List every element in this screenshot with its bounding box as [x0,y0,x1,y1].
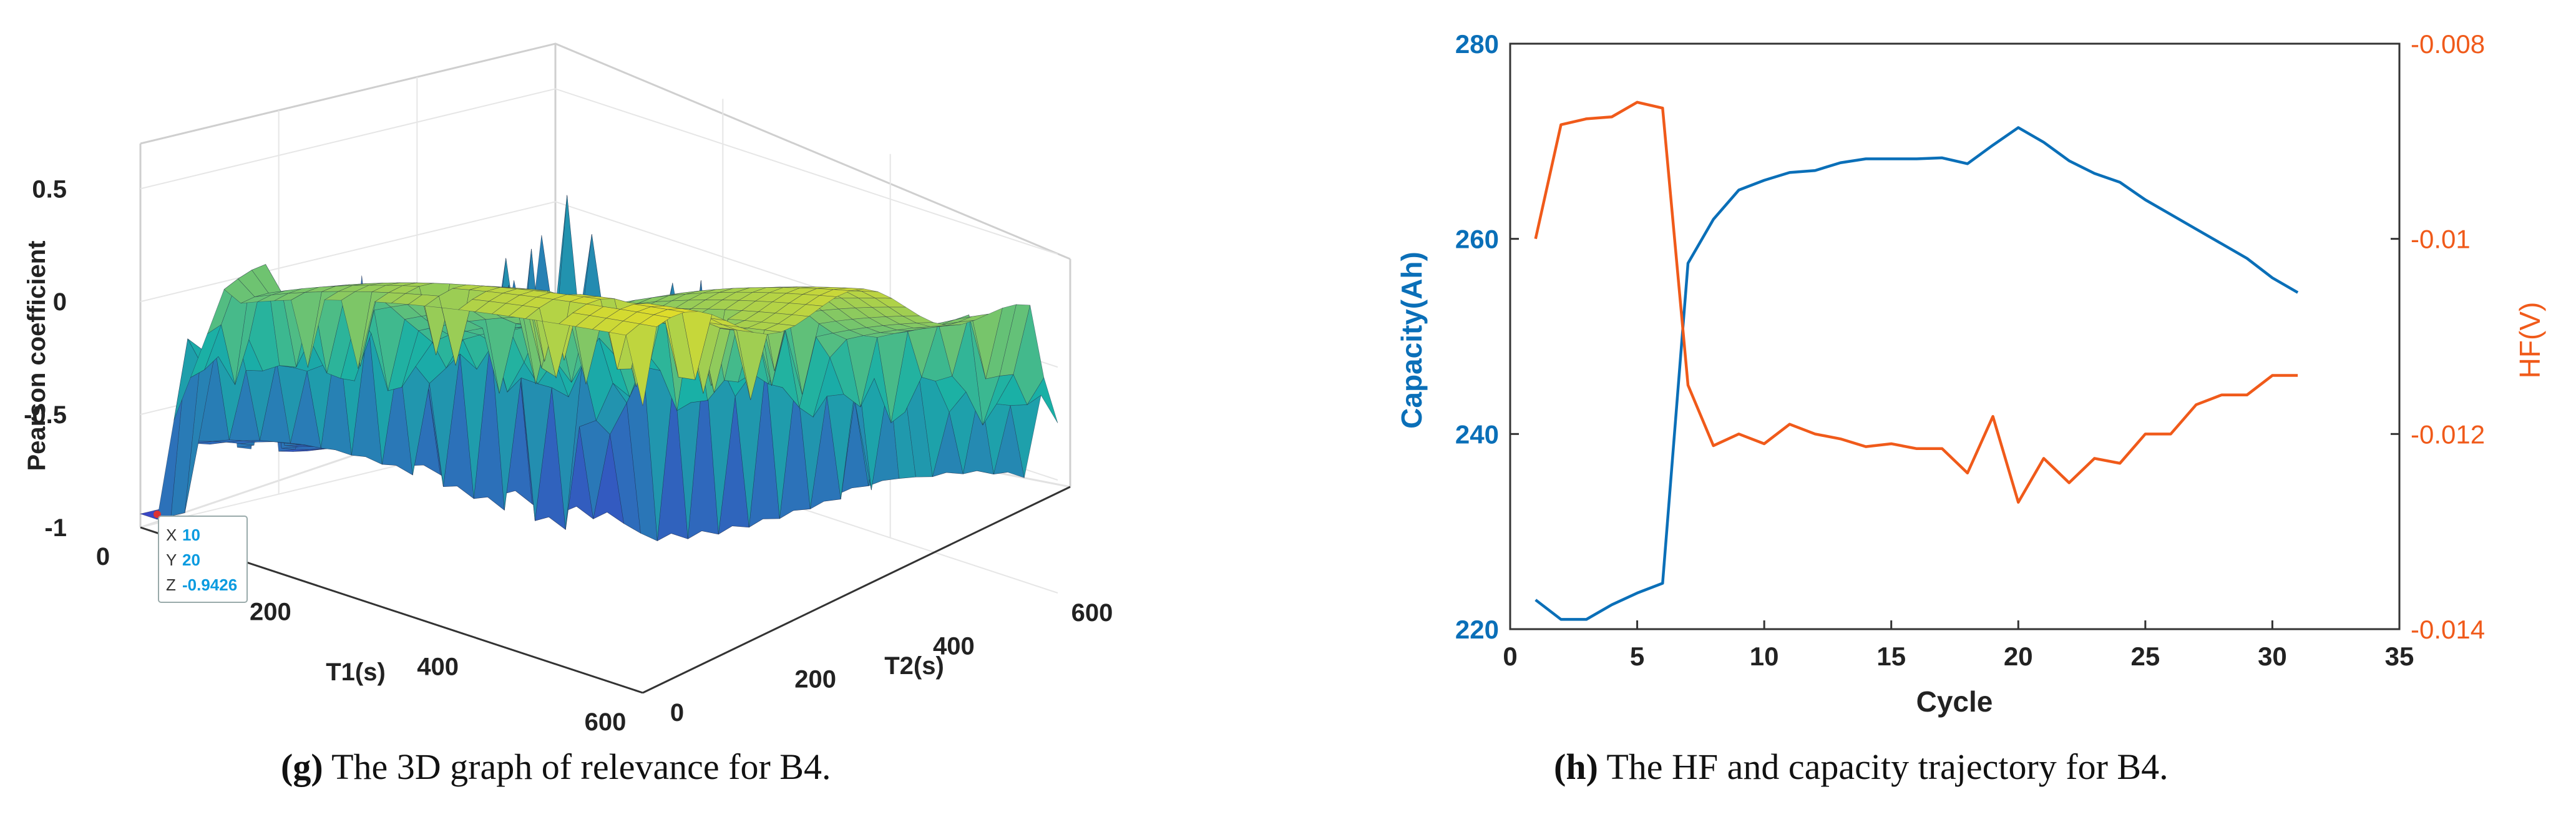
x-tick-label: 10 [1750,642,1779,671]
tick-labels: -1 -0.5 0 0.5 0 200 400 600 0 200 400 600 [24,175,1113,736]
caption-g-text: The 3D graph of relevance for B4. [323,746,831,787]
y-tick-label: 200 [794,666,836,693]
hf-series-line [1534,100,2298,504]
z-tick-label: 0.5 [32,175,67,203]
right-y-tick-label: -0.01 [2411,225,2471,254]
datatip-x-label: X [166,526,177,544]
caption-h: (h) The HF and capacity trajectory for B… [1554,746,2169,788]
series-lines [1534,100,2299,621]
line-chart-panel: 0 5 10 15 20 25 30 35 220 240 260 280 -0.014 -0.012 -0… [1342,0,2576,822]
x-tick-label: 30 [2258,642,2287,671]
right-y-axis-label: HF(V) [2514,302,2546,379]
x-tick-label: 25 [2130,642,2160,671]
y-tick-label: 600 [1071,599,1113,627]
caption-g: (g) The 3D graph of relevance for B4. [281,746,831,788]
datatip-x-value: 10 [182,526,200,544]
z-grid-line [140,88,1058,255]
surface-chart: -1 -0.5 0 0.5 0 200 400 600 0 200 400 600 Pearson c… [23,42,1113,736]
x-tick-label: 20 [2004,642,2033,671]
x-tick-label: 400 [417,653,459,681]
line-chart: 0 5 10 15 20 25 30 35 220 240 260 280 -0.014 -0.012 -0… [1395,29,2546,718]
y-axis-label: T2(s) [884,652,944,680]
x-tick-label: 0 [96,543,110,570]
datatip-z-value: -0.9426 [182,575,237,594]
z-axis-label: Pearson coefficient [23,240,51,471]
caption-g-letter: (g) [281,746,323,787]
z-tick-label: -1 [44,514,67,542]
x-tick-label: 35 [2385,642,2414,671]
left-y-tick-label: 220 [1455,615,1499,644]
surface-patch [625,323,657,406]
right-y-tick-label: -0.012 [2411,419,2485,449]
datatip-y-value: 20 [182,550,200,569]
caption-h-text: The HF and capacity trajectory for B4. [1598,746,2169,787]
y-tick-label: 400 [933,632,975,660]
z-tick-label: -0.5 [24,401,67,429]
datatip-box [158,516,248,603]
x-tick-label: 5 [1630,642,1644,671]
x-tick-label: 0 [1503,642,1517,671]
left-y-tick-label: 260 [1455,225,1499,254]
left-y-tick-label: 280 [1455,29,1499,59]
datatip-z-label: Z [166,575,176,594]
x-axis-label: T1(s) [326,658,386,686]
plot-area [1509,42,2401,630]
z-tick-label: 0 [53,288,67,316]
caption-h-letter: (h) [1554,746,1598,787]
tick-labels: 0 5 10 15 20 25 30 35 220 240 260 280 -0.014 -0.012 -0… [1455,29,2485,671]
left-y-axis-label: Capacity(Ah) [1395,252,1428,429]
datatip-y-label: Y [166,550,177,569]
x-tick-label: 15 [1876,642,1906,671]
right-y-tick-label: -0.008 [2411,29,2485,59]
x-axis-label: Cycle [1916,685,1993,718]
x-tick-label: 200 [250,598,291,625]
left-y-tick-label: 240 [1455,419,1499,449]
surface-chart-panel: -1 -0.5 0 0.5 0 200 400 600 0 200 400 600 Pearson c… [0,0,1254,822]
datatip[interactable]: X 10 Y 20 Z -0.9426 [154,511,248,603]
capacity-series-line [1534,126,2299,621]
x-tick-label: 600 [585,708,627,736]
y-tick-label: 0 [670,699,684,727]
pearson-surface [139,195,1058,542]
right-y-tick-label: -0.014 [2411,615,2485,644]
